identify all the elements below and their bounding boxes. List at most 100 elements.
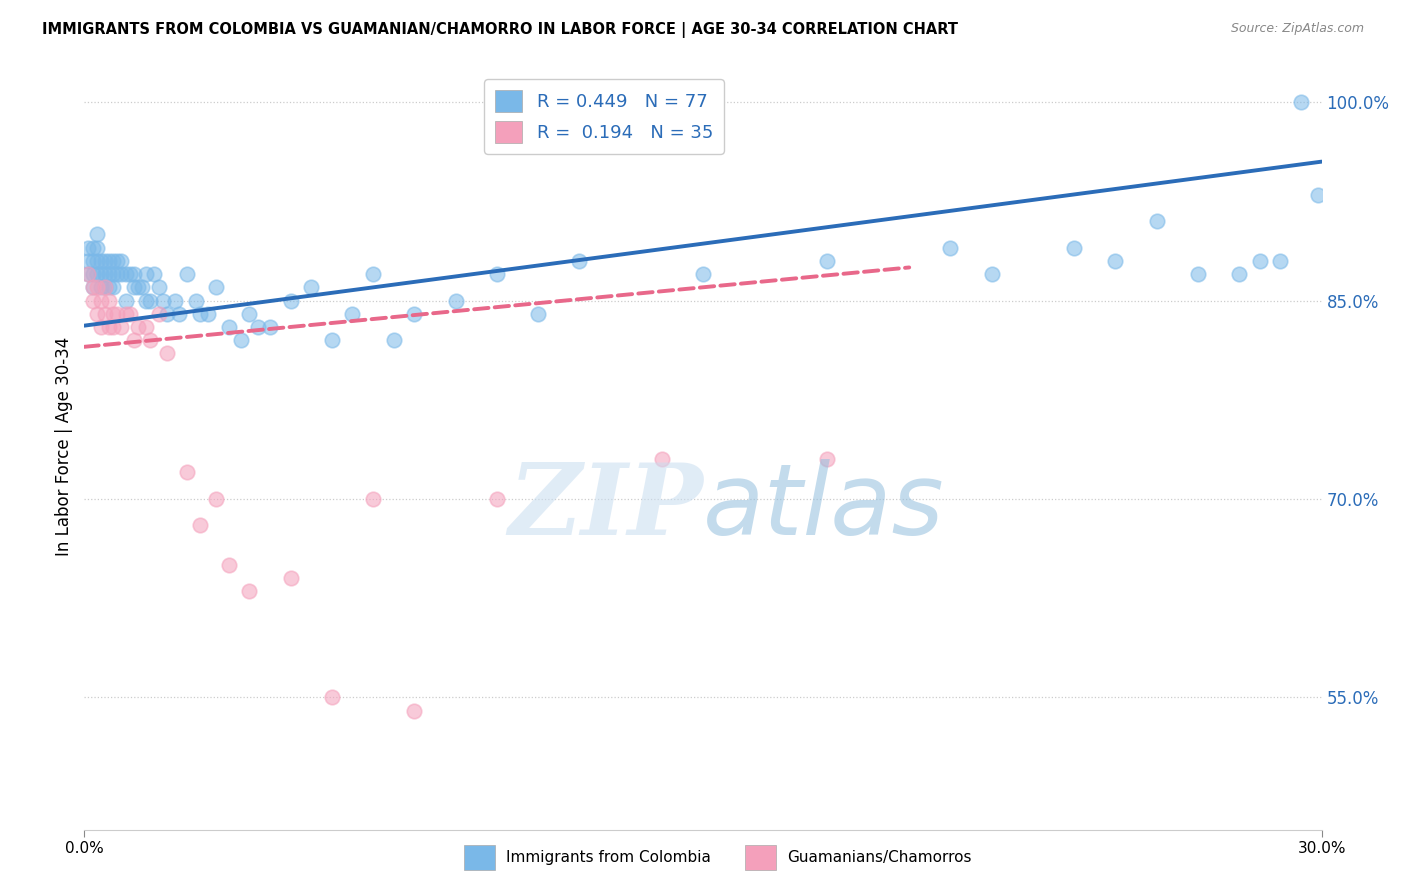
Point: [1270, 253, 1292, 268]
Point: [176, 267, 198, 281]
Point: [1104, 253, 1126, 268]
Point: [321, 690, 343, 705]
Point: [94, 280, 117, 294]
Text: IMMIGRANTS FROM COLOMBIA VS GUAMANIAN/CHAMORRO IN LABOR FORCE | AGE 30-34 CORREL: IMMIGRANTS FROM COLOMBIA VS GUAMANIAN/CH…: [42, 22, 957, 38]
Point: [77, 267, 100, 281]
Point: [176, 466, 198, 480]
Point: [280, 293, 302, 308]
Point: [197, 307, 219, 321]
Point: [122, 267, 145, 281]
Point: [692, 267, 714, 281]
Point: [82, 293, 104, 308]
Point: [229, 333, 252, 347]
Point: [98, 267, 121, 281]
Point: [86, 227, 108, 242]
Point: [139, 293, 162, 308]
Point: [259, 320, 281, 334]
Point: [815, 452, 838, 467]
Point: [980, 267, 1002, 281]
Point: [90, 320, 112, 334]
Point: [114, 267, 136, 281]
Point: [98, 320, 121, 334]
Point: [156, 307, 179, 321]
Point: [131, 280, 153, 294]
Point: [651, 452, 673, 467]
Point: [238, 307, 260, 321]
Point: [361, 491, 384, 506]
Point: [167, 307, 190, 321]
Point: [82, 253, 104, 268]
Point: [103, 267, 125, 281]
Point: [1227, 267, 1250, 281]
Point: [86, 253, 108, 268]
Point: [122, 333, 145, 347]
Point: [118, 267, 141, 281]
Point: [444, 293, 467, 308]
Point: [98, 293, 121, 308]
Point: [110, 267, 132, 281]
Point: [156, 346, 179, 360]
Point: [82, 241, 104, 255]
Point: [568, 253, 591, 268]
Point: [86, 241, 108, 255]
Point: [94, 280, 117, 294]
Point: [342, 307, 364, 321]
Point: [1249, 253, 1271, 268]
Text: atlas: atlas: [703, 458, 945, 556]
Point: [86, 307, 108, 321]
Point: [1306, 187, 1329, 202]
Point: [485, 491, 508, 506]
Point: [127, 320, 149, 334]
Point: [86, 267, 108, 281]
Point: [485, 267, 508, 281]
Legend: R = 0.449   N = 77, R =  0.194   N = 35: R = 0.449 N = 77, R = 0.194 N = 35: [484, 79, 724, 154]
Text: Guamanians/Chamorros: Guamanians/Chamorros: [787, 850, 972, 864]
Point: [1146, 214, 1168, 228]
Point: [114, 307, 136, 321]
Point: [148, 280, 170, 294]
Point: [246, 320, 269, 334]
Text: Immigrants from Colombia: Immigrants from Colombia: [506, 850, 711, 864]
Point: [152, 293, 174, 308]
Point: [114, 293, 136, 308]
Point: [1063, 241, 1085, 255]
Point: [103, 320, 125, 334]
Point: [98, 280, 121, 294]
Point: [218, 558, 240, 572]
Point: [135, 267, 157, 281]
Point: [98, 253, 121, 268]
Point: [110, 320, 132, 334]
Point: [188, 518, 211, 533]
Point: [143, 267, 166, 281]
Point: [110, 253, 132, 268]
Point: [165, 293, 187, 308]
Point: [205, 280, 228, 294]
Point: [139, 333, 162, 347]
Y-axis label: In Labor Force | Age 30-34: In Labor Force | Age 30-34: [55, 336, 73, 556]
Point: [90, 293, 112, 308]
Point: [86, 280, 108, 294]
Point: [103, 280, 125, 294]
Point: [218, 320, 240, 334]
Point: [205, 491, 228, 506]
Point: [82, 280, 104, 294]
Point: [77, 241, 100, 255]
Point: [361, 267, 384, 281]
Point: [184, 293, 207, 308]
Point: [280, 571, 302, 585]
Point: [118, 307, 141, 321]
Point: [321, 333, 343, 347]
Point: [122, 280, 145, 294]
Point: [77, 267, 100, 281]
Point: [939, 241, 962, 255]
Text: Source: ZipAtlas.com: Source: ZipAtlas.com: [1230, 22, 1364, 36]
Point: [82, 267, 104, 281]
Point: [1187, 267, 1209, 281]
Text: ZIP: ZIP: [508, 459, 703, 556]
Point: [404, 307, 426, 321]
Point: [135, 293, 157, 308]
Point: [103, 253, 125, 268]
Point: [238, 584, 260, 599]
Point: [135, 320, 157, 334]
Point: [103, 307, 125, 321]
